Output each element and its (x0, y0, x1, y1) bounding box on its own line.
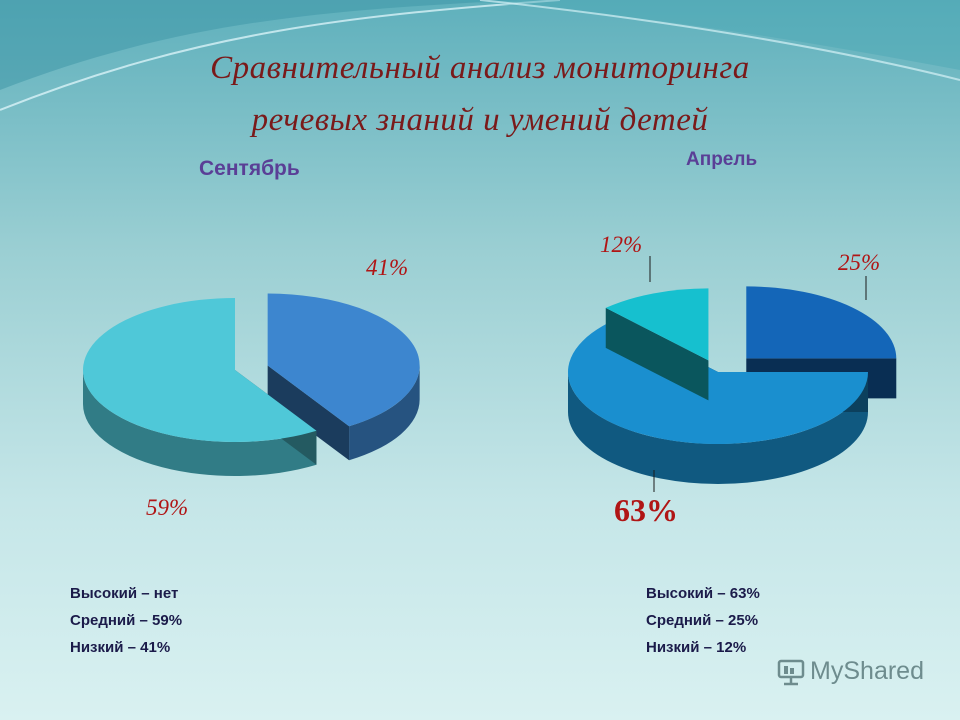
september-slice-label-1: 41% (366, 255, 409, 280)
april-slice-wall-2 (568, 372, 868, 484)
september-slice-top-1 (267, 293, 420, 427)
september-slice-label-2: 59% (146, 495, 189, 520)
april-slice-top-1 (746, 286, 897, 359)
april-legend-item: Низкий – 12% (646, 639, 747, 656)
september-slice-face-1-2 (267, 365, 350, 461)
title-line-2: речевых знаний и умений детей (251, 102, 709, 138)
title-line-1: Сравнительный анализ мониторинга (210, 50, 750, 86)
april-slice-3 (605, 288, 709, 401)
september-slice-1 (267, 293, 420, 461)
april-legend: Высокий – 63% Средний – 25% Низкий – 12% (646, 580, 760, 661)
april-slice-label-2: 63% (614, 492, 678, 528)
september-legend: Высокий – нет Средний – 59% Низкий – 41% (70, 580, 182, 661)
september-subtitle: Сентябрь (199, 157, 300, 180)
september-slice-wall-1 (349, 365, 420, 461)
april-legend-item: Высокий – 63% (646, 585, 760, 602)
september-legend-item: Высокий – нет (70, 585, 179, 602)
april-legend-item: Средний – 25% (646, 612, 759, 629)
watermark-text: MyShared (810, 657, 924, 685)
september-slice-wall-2 (83, 370, 317, 476)
april-slice-label-3: 12% (600, 232, 643, 257)
watermark: MyShared (776, 657, 924, 686)
april-slice-face-3-1 (605, 307, 709, 401)
september-slice-top-2 (82, 298, 317, 442)
september-legend-item: Средний – 59% (70, 612, 183, 629)
september-slice-2 (82, 298, 317, 476)
september-legend-item: Низкий – 41% (70, 639, 171, 656)
presentation-icon (777, 660, 805, 686)
april-subtitle: Апрель (686, 149, 758, 170)
april-slice-top-3 (605, 288, 709, 361)
april-slice-label-1: 25% (838, 250, 881, 275)
